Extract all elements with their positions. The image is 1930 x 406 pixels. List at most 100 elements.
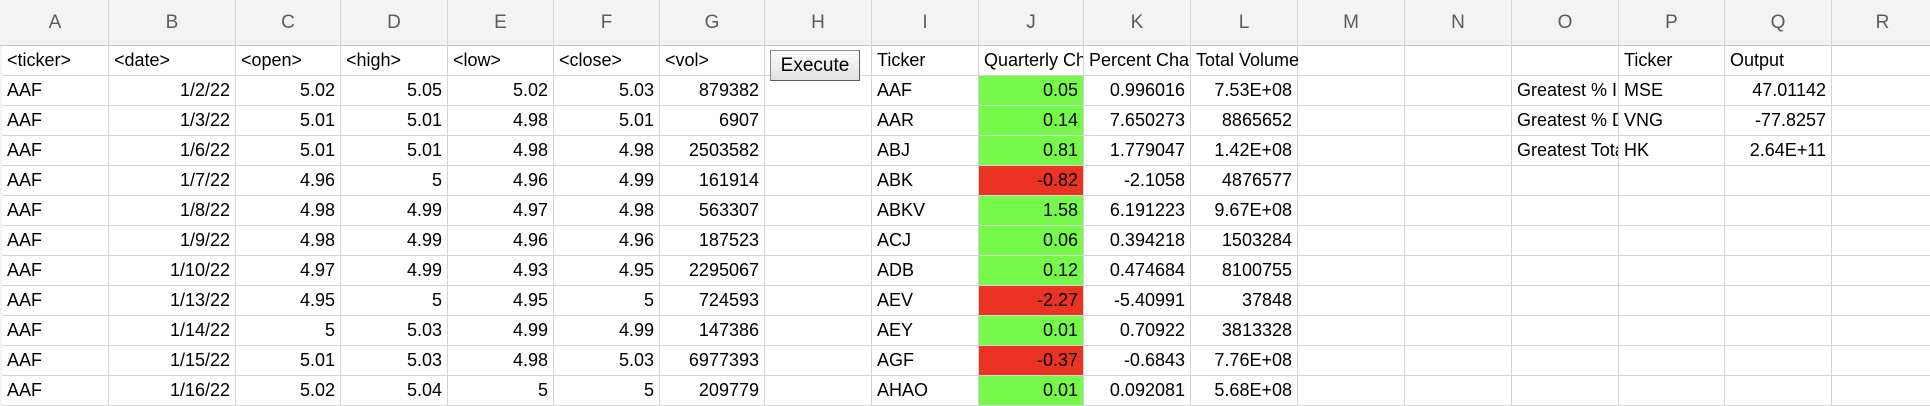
cell-l3[interactable]: 8865652 [1191, 106, 1298, 136]
cell-e1[interactable]: <low> [448, 46, 554, 76]
cell-f9[interactable]: 5 [554, 286, 660, 316]
cell-d10[interactable]: 5.03 [341, 316, 448, 346]
cell-g11[interactable]: 6977393 [660, 346, 765, 376]
cell-k11[interactable]: -0.6843 [1084, 346, 1191, 376]
cell-o10[interactable] [1512, 316, 1619, 346]
cell-i9[interactable]: AEV [872, 286, 979, 316]
cell-k2[interactable]: 0.996016 [1084, 76, 1191, 106]
cell-d9[interactable]: 5 [341, 286, 448, 316]
cell-f11[interactable]: 5.03 [554, 346, 660, 376]
column-header-d[interactable]: D [341, 0, 448, 46]
cell-f7[interactable]: 4.96 [554, 226, 660, 256]
column-header-q[interactable]: Q [1725, 0, 1832, 46]
cell-o12[interactable] [1512, 376, 1619, 406]
cell-l1[interactable]: Total Volume [1191, 46, 1299, 76]
cell-l4[interactable]: 1.42E+08 [1191, 136, 1298, 166]
cell-h5[interactable] [765, 166, 872, 196]
cell-i11[interactable]: AGF [872, 346, 979, 376]
cell-p10[interactable] [1619, 316, 1725, 346]
cell-l12[interactable]: 5.68E+08 [1191, 376, 1298, 406]
column-header-o[interactable]: O [1512, 0, 1619, 46]
cell-l5[interactable]: 4876577 [1191, 166, 1298, 196]
cell-n1[interactable] [1405, 46, 1512, 76]
cell-h12[interactable] [765, 376, 872, 406]
cell-m9[interactable] [1298, 286, 1405, 316]
cell-i1[interactable]: Ticker [872, 46, 979, 76]
cell-h11[interactable] [765, 346, 872, 376]
cell-m11[interactable] [1298, 346, 1405, 376]
cell-r8[interactable] [1832, 256, 1930, 286]
cell-j9[interactable]: -2.27 [979, 286, 1084, 316]
cell-i2[interactable]: AAF [872, 76, 979, 106]
cell-b4[interactable]: 1/6/22 [109, 136, 236, 166]
cell-j7[interactable]: 0.06 [979, 226, 1084, 256]
cell-r2[interactable] [1832, 76, 1930, 106]
column-header-n[interactable]: N [1405, 0, 1512, 46]
cell-c1[interactable]: <open> [236, 46, 341, 76]
cell-n3[interactable] [1405, 106, 1512, 136]
cell-l11[interactable]: 7.76E+08 [1191, 346, 1298, 376]
cell-j10[interactable]: 0.01 [979, 316, 1084, 346]
cell-o6[interactable] [1512, 196, 1619, 226]
cell-m4[interactable] [1298, 136, 1405, 166]
cell-c4[interactable]: 5.01 [236, 136, 341, 166]
cell-n8[interactable] [1405, 256, 1512, 286]
cell-m8[interactable] [1298, 256, 1405, 286]
cell-i12[interactable]: AHAO [872, 376, 979, 406]
cell-m5[interactable] [1298, 166, 1405, 196]
cell-k5[interactable]: -2.1058 [1084, 166, 1191, 196]
cell-q2[interactable]: 47.01142 [1725, 76, 1832, 106]
cell-j4[interactable]: 0.81 [979, 136, 1084, 166]
select-all-corner[interactable] [0, 0, 2, 46]
column-header-p[interactable]: P [1619, 0, 1725, 46]
cell-c11[interactable]: 5.01 [236, 346, 341, 376]
cell-j12[interactable]: 0.01 [979, 376, 1084, 406]
cell-l10[interactable]: 3813328 [1191, 316, 1298, 346]
cell-d7[interactable]: 4.99 [341, 226, 448, 256]
cell-a9[interactable]: AAF [2, 286, 109, 316]
cell-m10[interactable] [1298, 316, 1405, 346]
cell-n4[interactable] [1405, 136, 1512, 166]
cell-n5[interactable] [1405, 166, 1512, 196]
cell-l2[interactable]: 7.53E+08 [1191, 76, 1298, 106]
cell-h7[interactable] [765, 226, 872, 256]
cell-e12[interactable]: 5 [448, 376, 554, 406]
cell-a10[interactable]: AAF [2, 316, 109, 346]
cell-c3[interactable]: 5.01 [236, 106, 341, 136]
cell-m2[interactable] [1298, 76, 1405, 106]
column-header-g[interactable]: G [660, 0, 765, 46]
cell-p12[interactable] [1619, 376, 1725, 406]
execute-button[interactable]: Execute [770, 50, 860, 81]
cell-g7[interactable]: 187523 [660, 226, 765, 256]
cell-g1[interactable]: <vol> [660, 46, 765, 76]
cell-d3[interactable]: 5.01 [341, 106, 448, 136]
cell-m7[interactable] [1298, 226, 1405, 256]
cell-c12[interactable]: 5.02 [236, 376, 341, 406]
cell-c2[interactable]: 5.02 [236, 76, 341, 106]
cell-q8[interactable] [1725, 256, 1832, 286]
cell-p1[interactable]: Ticker [1619, 46, 1725, 76]
column-header-m[interactable]: M [1298, 0, 1405, 46]
cell-r1[interactable] [1832, 46, 1930, 76]
cell-g4[interactable]: 2503582 [660, 136, 765, 166]
cell-j6[interactable]: 1.58 [979, 196, 1084, 226]
column-header-i[interactable]: I [872, 0, 979, 46]
cell-a7[interactable]: AAF [2, 226, 109, 256]
cell-k8[interactable]: 0.474684 [1084, 256, 1191, 286]
cell-b10[interactable]: 1/14/22 [109, 316, 236, 346]
cell-a2[interactable]: AAF [2, 76, 109, 106]
cell-d11[interactable]: 5.03 [341, 346, 448, 376]
cell-r5[interactable] [1832, 166, 1930, 196]
cell-g2[interactable]: 879382 [660, 76, 765, 106]
column-header-l[interactable]: L [1191, 0, 1298, 46]
cell-b3[interactable]: 1/3/22 [109, 106, 236, 136]
cell-n7[interactable] [1405, 226, 1512, 256]
cell-n9[interactable] [1405, 286, 1512, 316]
cell-e9[interactable]: 4.95 [448, 286, 554, 316]
cell-o9[interactable] [1512, 286, 1619, 316]
cell-g10[interactable]: 147386 [660, 316, 765, 346]
cell-i6[interactable]: ABKV [872, 196, 979, 226]
cell-b5[interactable]: 1/7/22 [109, 166, 236, 196]
cell-a6[interactable]: AAF [2, 196, 109, 226]
cell-f8[interactable]: 4.95 [554, 256, 660, 286]
